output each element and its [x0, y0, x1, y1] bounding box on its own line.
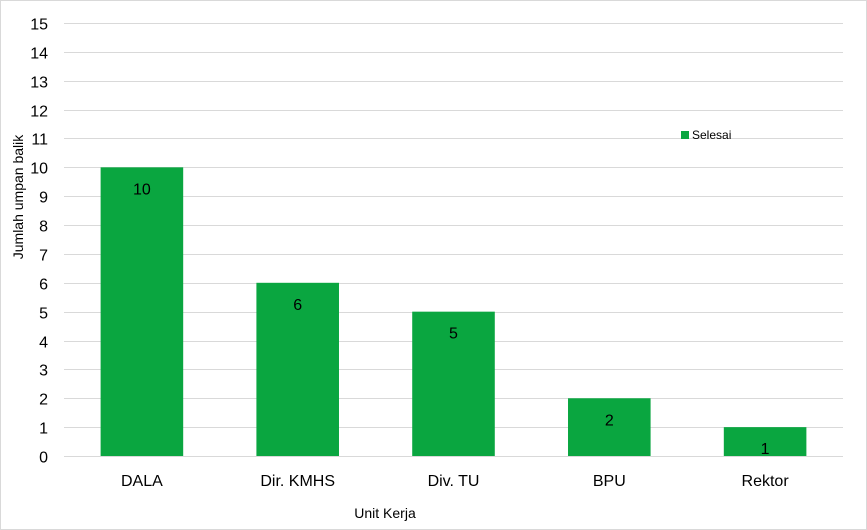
y-tick-label-1: 1	[39, 421, 48, 438]
x-axis-title: Unit Kerja	[354, 505, 416, 521]
x-category-label: Div. TU	[428, 473, 480, 490]
y-tick-label-0: 0	[39, 450, 48, 467]
y-tick-label-7: 7	[39, 248, 48, 265]
bar-div-tu	[412, 311, 495, 456]
y-tick-label-13: 13	[30, 75, 48, 92]
y-tick-label-8: 8	[39, 219, 48, 236]
x-axis-categories: DALA Dir. KMHS Div. TU BPU Rektor	[121, 473, 789, 490]
y-tick-label-2: 2	[39, 392, 48, 409]
y-tick-label-11: 11	[31, 132, 48, 149]
x-category-label: BPU	[593, 473, 626, 490]
y-tick-label-12: 12	[30, 104, 48, 121]
legend-swatch-selesai	[681, 131, 689, 139]
bar-dala	[100, 167, 184, 457]
y-tick-label-3: 3	[39, 363, 48, 380]
bar-bpu	[568, 398, 651, 456]
data-label: 2	[605, 412, 614, 429]
y-tick-label-10: 10	[30, 161, 48, 178]
y-tick-label-4: 4	[39, 335, 48, 352]
data-label: 10	[133, 181, 151, 198]
legend-label-selesai: Selesai	[692, 128, 731, 142]
bar-dir-kmhs	[256, 282, 339, 456]
data-labels: 10 6 5 2 1	[133, 181, 770, 458]
y-tick-label-14: 14	[30, 46, 48, 63]
legend: Selesai	[681, 128, 731, 142]
y-axis-title: Jumlah umpan balik	[10, 134, 26, 260]
bars	[100, 167, 807, 457]
x-category-label: Dir. KMHS	[260, 473, 335, 490]
x-category-label: DALA	[121, 473, 163, 490]
y-tick-label-15: 15	[30, 17, 48, 34]
y-tick-label-9: 9	[39, 190, 48, 207]
x-category-label: Rektor	[742, 473, 790, 490]
bar-rektor	[723, 427, 807, 456]
data-label: 1	[761, 441, 770, 458]
data-label: 6	[293, 297, 302, 314]
y-tick-label-6: 6	[39, 277, 48, 294]
y-tick-label-5: 5	[39, 306, 48, 323]
data-label: 5	[449, 326, 458, 343]
